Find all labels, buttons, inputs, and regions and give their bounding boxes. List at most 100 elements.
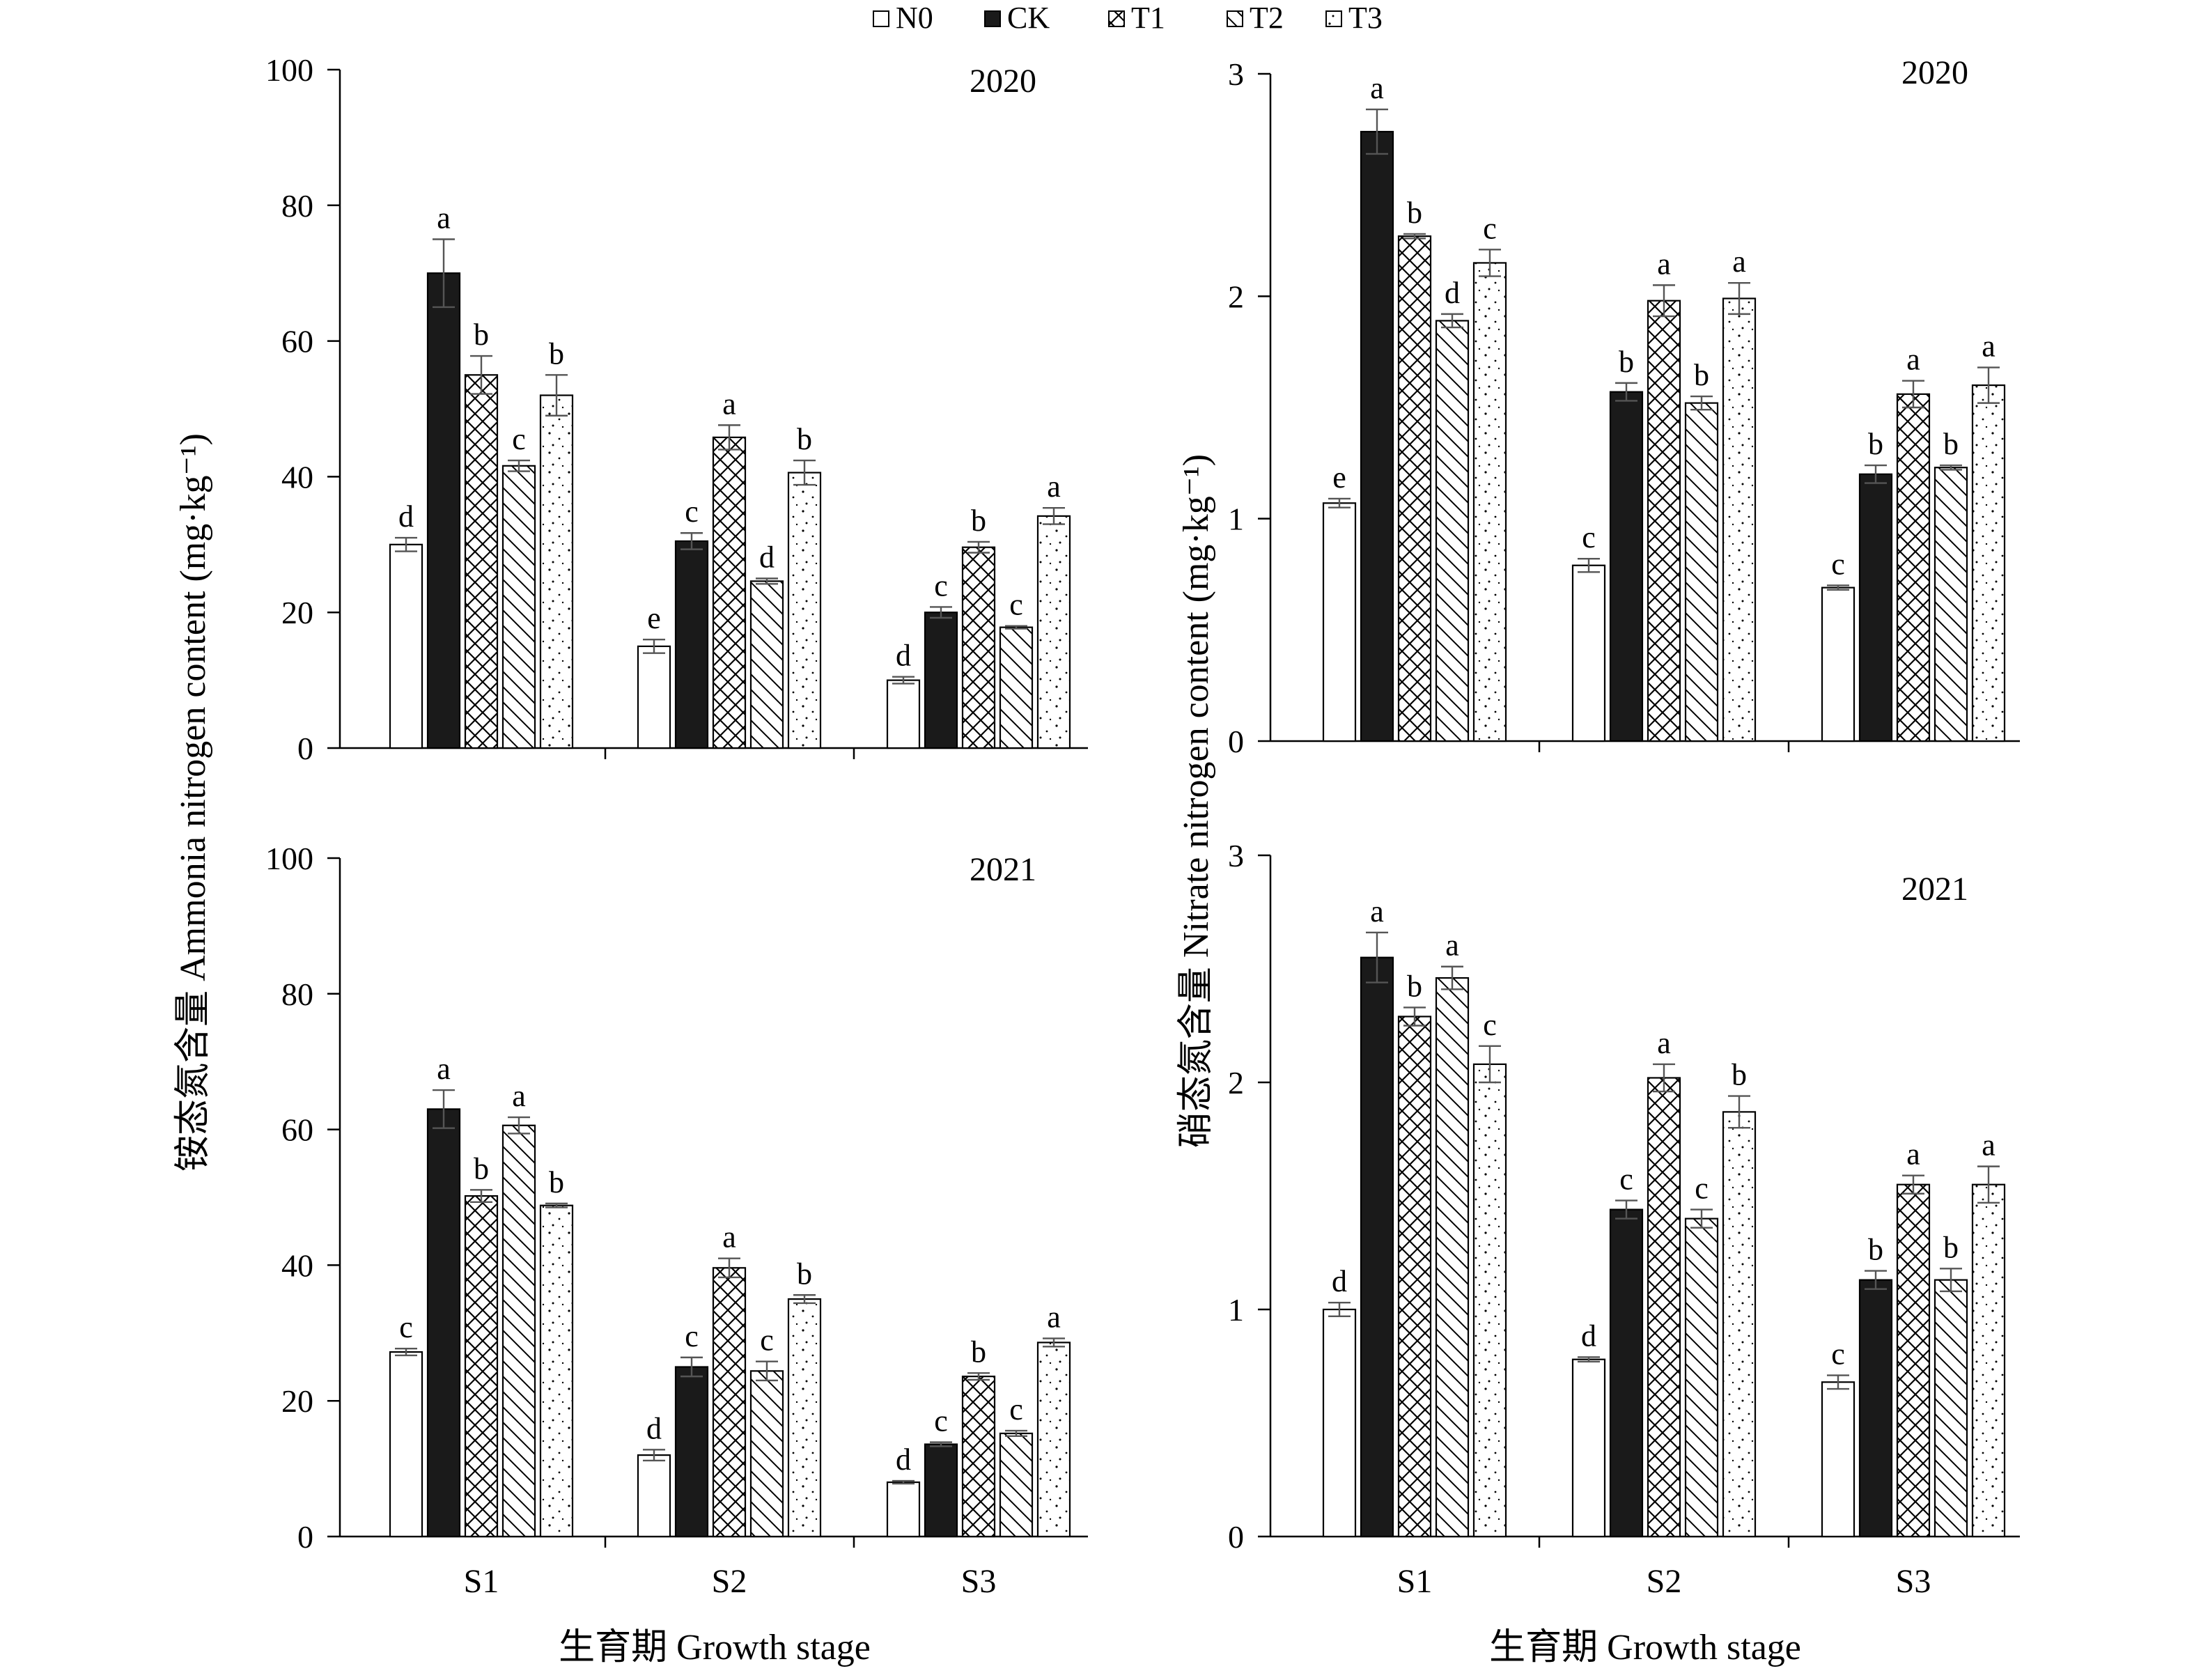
bar-n0-s3: [886, 679, 921, 749]
significance-letter: a: [1657, 1026, 1671, 1060]
x-tick-label: S1: [1397, 1563, 1433, 1600]
significance-letter: d: [398, 499, 414, 534]
year-annotation: 2021: [970, 851, 1036, 888]
bar-ck-s1: [1360, 956, 1394, 1538]
y-tick-label: 100: [265, 52, 313, 88]
bar-n0-s1: [1322, 1308, 1357, 1538]
significance-letter: b: [1732, 1058, 1747, 1092]
significance-letter: c: [934, 568, 948, 602]
bar-n0-s1: [1322, 502, 1357, 742]
significance-letter: a: [1445, 928, 1459, 963]
bar-t1-s3: [1896, 393, 1931, 742]
year-annotation: 2021: [1901, 871, 1968, 908]
bar-ck-s2: [1609, 1208, 1644, 1538]
y-tick-label: 80: [281, 977, 313, 1012]
bar-ck-s3: [1858, 1279, 1893, 1538]
significance-letter: e: [647, 601, 661, 635]
bar-t3-s2: [1722, 297, 1757, 742]
bar-ck-s2: [674, 540, 709, 749]
y-tick-label: 20: [281, 1383, 313, 1419]
bar-t2-s3: [999, 626, 1034, 749]
significance-letter: c: [1009, 588, 1023, 622]
significance-letter: a: [1732, 244, 1746, 279]
significance-letter: a: [1906, 343, 1920, 377]
bar-n0-s1: [389, 543, 423, 749]
y-tick-label: 2: [1228, 279, 1244, 314]
bar-t3-s3: [1971, 1183, 2006, 1538]
y-tick-label: 3: [1228, 838, 1244, 873]
bar-t2-s1: [501, 465, 536, 749]
bar-t1-s2: [1647, 1077, 1681, 1538]
bar-t1-s2: [712, 436, 747, 749]
bar-t2-s2: [749, 1370, 784, 1538]
significance-letter: d: [646, 1411, 662, 1445]
significance-letter: c: [1619, 1162, 1633, 1197]
bar-ck-s2: [674, 1366, 709, 1538]
significance-letter: a: [437, 1052, 451, 1086]
bar-t3-s2: [787, 472, 822, 749]
bar-t3-s1: [1472, 1063, 1507, 1538]
bar-t1-s3: [961, 546, 996, 749]
y-tick-label: 0: [1228, 724, 1244, 759]
bar-ck-s2: [1609, 391, 1644, 742]
significance-letter: d: [759, 540, 775, 575]
x-tick-label: S2: [1647, 1563, 1682, 1600]
significance-letter: a: [437, 201, 451, 235]
legend: N0 CK T1 T2 T3: [873, 1, 1383, 35]
significance-letter: c: [760, 1323, 774, 1358]
bar-t2-s1: [1435, 977, 1470, 1538]
significance-letter: e: [1332, 460, 1346, 495]
bar-t3-s1: [539, 1204, 574, 1538]
year-annotation: 2020: [970, 63, 1036, 100]
bar-n0-s2: [1571, 1358, 1606, 1538]
legend-label-t2: T2: [1250, 1, 1284, 35]
y-tick-label: 40: [281, 459, 313, 495]
significance-letter: a: [1047, 1300, 1061, 1335]
legend-label-ck: CK: [1007, 1, 1050, 35]
y-axis-title-left: 铵态氮含量 Ammonia nitrogen content (mg·kg⁻¹): [173, 433, 213, 1172]
bar-t2-s3: [1934, 467, 1968, 742]
x-tick-label: S2: [712, 1563, 747, 1600]
bar-t2-s1: [501, 1124, 536, 1538]
significance-letter: a: [1982, 1128, 1995, 1162]
significance-letter: b: [1407, 969, 1422, 1003]
bar-n0-s3: [886, 1481, 921, 1538]
bar-t1-s1: [464, 374, 499, 749]
bar-t2-s3: [999, 1432, 1034, 1538]
significance-letter: c: [1831, 547, 1845, 581]
significance-letter: d: [896, 639, 911, 673]
significance-letter: d: [1581, 1319, 1596, 1353]
bar-n0-s2: [637, 645, 671, 749]
bar-t2-s2: [1684, 1218, 1719, 1538]
significance-letter: b: [1868, 1233, 1883, 1267]
significance-letter: b: [549, 1165, 564, 1199]
bar-t1-s3: [961, 1376, 996, 1538]
legend-label-t1: T1: [1131, 1, 1165, 35]
bar-n0-s2: [1571, 564, 1606, 742]
x-axis-title-left: 生育期 Growth stage: [559, 1628, 871, 1667]
y-tick-label: 3: [1228, 56, 1244, 92]
y-tick-label: 1: [1228, 1292, 1244, 1328]
x-axis-title-right: 生育期 Growth stage: [1489, 1628, 1801, 1667]
significance-letter: c: [1695, 1172, 1709, 1206]
bar-t3-s2: [1722, 1111, 1757, 1538]
significance-letter: a: [1906, 1137, 1920, 1172]
y-tick-label: 0: [1228, 1519, 1244, 1555]
significance-letter: c: [1483, 211, 1497, 245]
significance-letter: c: [1582, 520, 1596, 554]
legend-label-n0: N0: [896, 1, 933, 35]
legend-item-ck: CK: [984, 1, 1050, 35]
bar-n0-s2: [637, 1454, 671, 1538]
bar-t2-s2: [749, 580, 784, 749]
bar-t1-s1: [464, 1195, 499, 1538]
bar-t2-s1: [1435, 320, 1470, 742]
significance-letter: b: [1619, 345, 1634, 379]
significance-letter: c: [399, 1310, 413, 1344]
significance-letter: b: [1407, 196, 1422, 230]
y-tick-label: 0: [297, 731, 313, 766]
significance-letter: c: [685, 495, 699, 529]
bar-t3-s3: [1036, 515, 1071, 749]
